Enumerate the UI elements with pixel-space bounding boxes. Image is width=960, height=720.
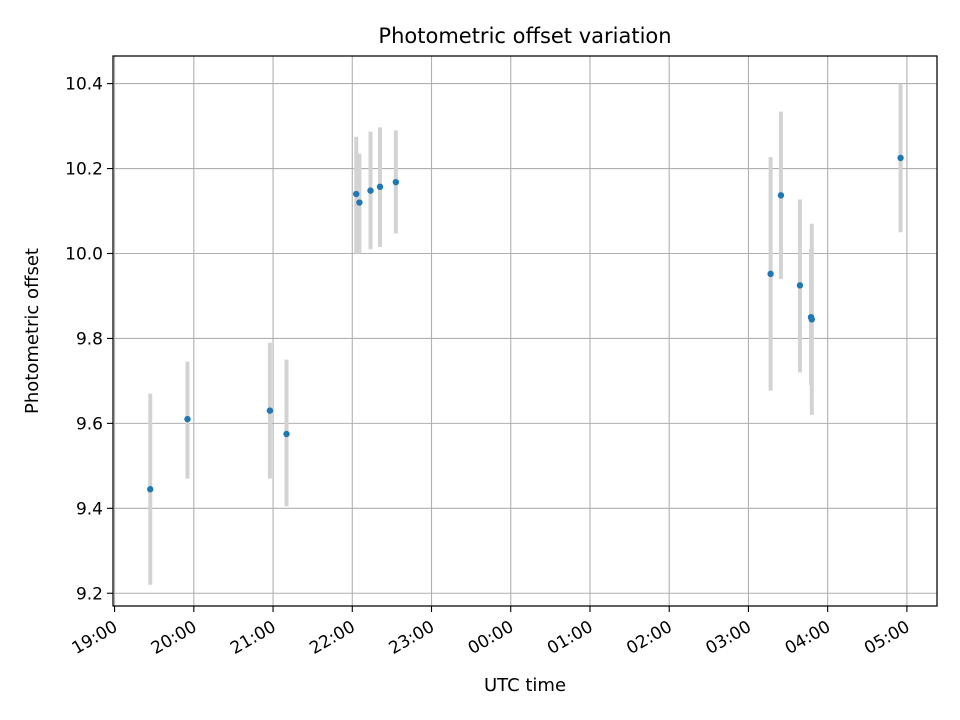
data-points <box>147 154 904 493</box>
data-point <box>283 430 290 438</box>
y-tick-label: 9.2 <box>76 584 103 604</box>
data-point <box>796 282 804 289</box>
data-point <box>376 183 384 191</box>
y-axis-label: Photometric offset <box>22 248 43 414</box>
y-tick-label: 9.8 <box>76 329 103 349</box>
data-point <box>353 190 360 198</box>
data-point <box>266 407 274 414</box>
chart-title: Photometric offset variation <box>378 24 671 48</box>
data-point <box>356 199 363 206</box>
data-point <box>392 178 400 186</box>
y-tick-label: 10.4 <box>65 75 103 95</box>
y-tick-label: 9.4 <box>76 499 103 519</box>
data-point <box>367 187 374 194</box>
data-point <box>184 415 191 423</box>
data-point <box>777 192 785 199</box>
plot-area-frame <box>112 55 938 607</box>
y-tick-label: 10.0 <box>65 244 103 264</box>
x-axis-label: UTC time <box>484 675 566 696</box>
y-tick-label: 9.6 <box>76 414 103 434</box>
grid-lines <box>113 56 937 606</box>
data-point <box>767 270 774 278</box>
y-axis-ticks: 9.2 9.4 9.6 9.8 10.0 10.2 10.4 <box>65 75 113 604</box>
data-point <box>147 486 154 493</box>
y-tick-label: 10.2 <box>65 160 103 180</box>
data-point <box>897 154 904 162</box>
data-point <box>808 316 816 323</box>
